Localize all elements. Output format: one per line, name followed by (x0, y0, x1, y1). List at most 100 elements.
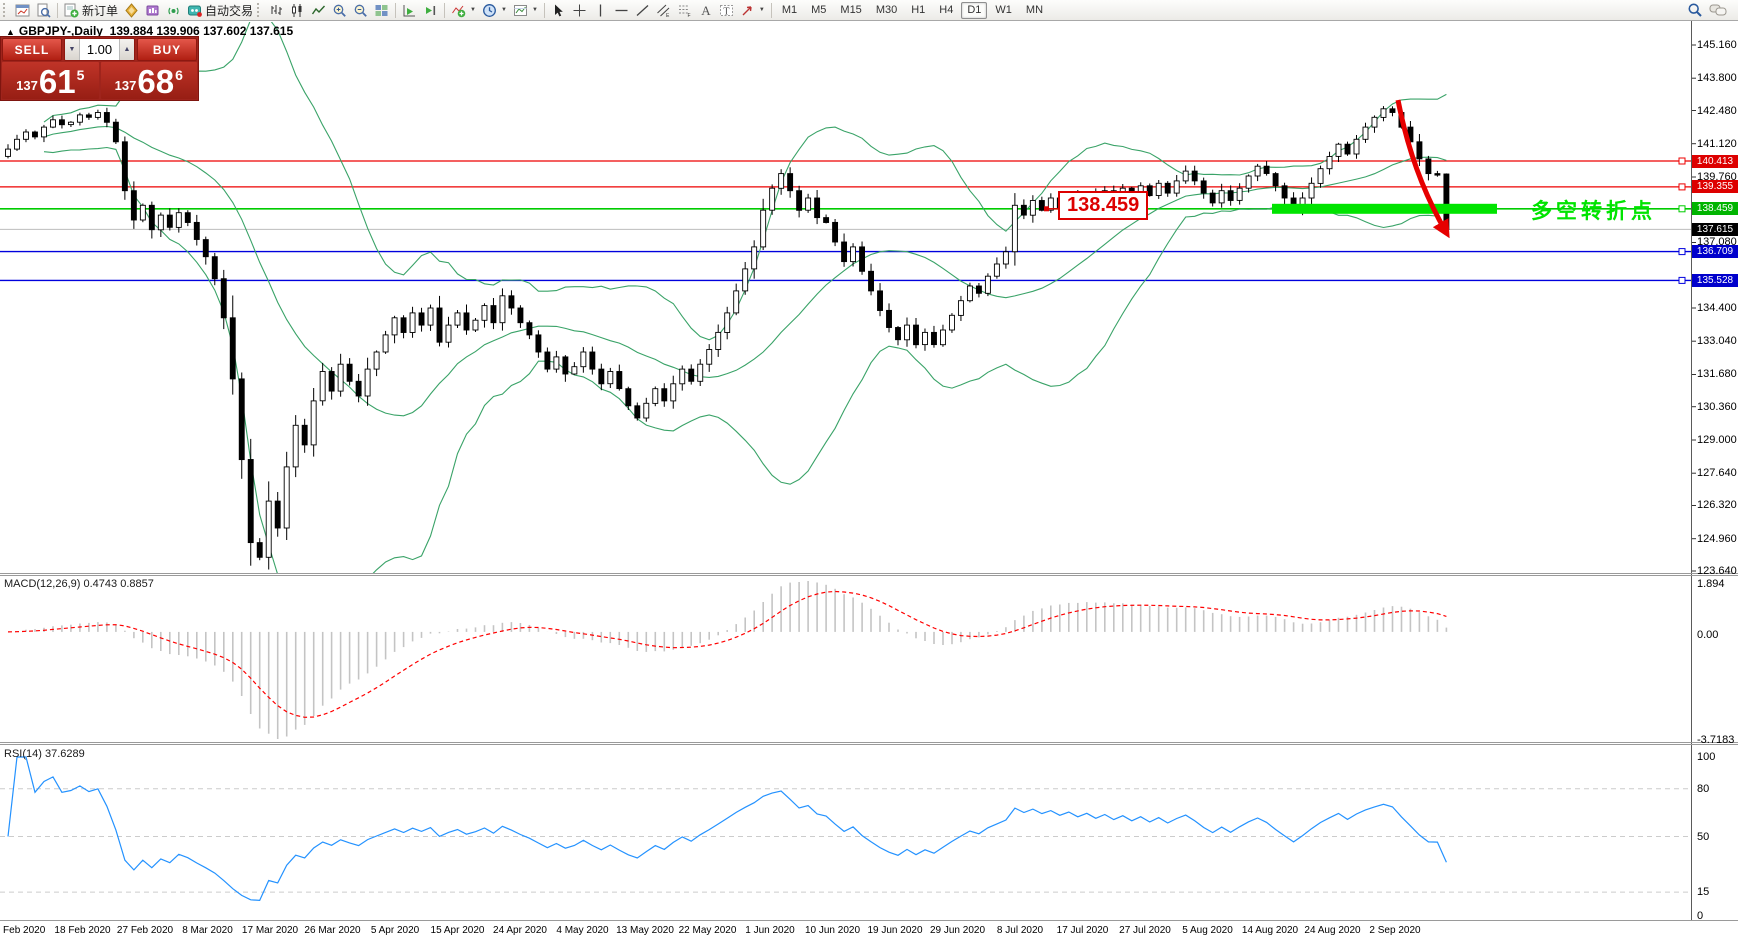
timeframe-h1[interactable]: H1 (905, 2, 931, 19)
price-tick-label: 145.160 (1697, 39, 1737, 51)
timeframe-m15[interactable]: M15 (834, 2, 867, 19)
periods-button[interactable]: ▼ (479, 1, 510, 20)
new-order-label: 新订单 (82, 3, 119, 18)
crosshair-icon (573, 4, 586, 16)
rsi-tick-label: 0 (1697, 910, 1704, 922)
zoom-out-icon (354, 4, 367, 17)
data-window-button[interactable] (142, 1, 163, 20)
tile-windows-button[interactable] (371, 1, 392, 20)
chat-icon (1709, 4, 1727, 15)
candlestick-chart-button[interactable] (287, 1, 308, 20)
candlestick-chart-icon (292, 3, 302, 17)
macd-main-value: 0.4743 (83, 578, 118, 590)
indicators-button[interactable]: ▼ (448, 1, 479, 20)
rsi-tick-label: 80 (1697, 782, 1710, 795)
panel-separator (0, 744, 1738, 745)
date-tick-label: 1 Jun 2020 (745, 925, 795, 936)
templates-button[interactable]: ▼ (510, 1, 541, 20)
periods-clock-icon (483, 3, 496, 17)
horizontal-line-tool-button[interactable] (611, 1, 632, 20)
signals-button[interactable] (163, 1, 184, 20)
price-tick-label: 143.800 (1697, 72, 1737, 85)
chart-ohlc-values: 139.884 139.906 137.602 137.615 (109, 24, 294, 38)
navigator-button[interactable] (121, 1, 142, 20)
timeframe-w1[interactable]: W1 (989, 2, 1018, 19)
date-tick-label: 8 Jul 2020 (996, 925, 1044, 936)
date-axis-border (0, 920, 1738, 921)
zoom-in-button[interactable] (329, 1, 350, 20)
price-tag: 139.355 (1692, 180, 1738, 194)
chart-window-icon-button[interactable] (12, 1, 33, 20)
trendline-icon (636, 4, 649, 16)
svg-text:A: A (701, 3, 711, 18)
trendline-tool-button[interactable] (632, 1, 653, 20)
panel-separator (0, 575, 1738, 576)
date-tick-label: 19 Jun 2020 (867, 925, 923, 936)
macd-tick-label: 1.894 (1697, 578, 1725, 590)
bar-chart-icon (271, 4, 283, 15)
panel-separator[interactable] (0, 573, 1738, 574)
buy-button[interactable]: BUY (137, 38, 197, 61)
chart-window-icon (15, 4, 30, 16)
date-tick-label: 27 Jul 2020 (1119, 925, 1171, 936)
timeframe-toolbar: M1 M5 M15 M30 H1 H4 D1 W1 MN (775, 1, 1050, 19)
timeframe-m5[interactable]: M5 (805, 2, 832, 19)
date-tick-label: 14 Aug 2020 (1241, 925, 1299, 936)
cursor-tool-button[interactable] (548, 1, 569, 20)
timeframe-h4[interactable]: H4 (933, 2, 959, 19)
volume-decrease-button[interactable]: ▼ (65, 39, 80, 60)
timeframe-m30[interactable]: M30 (870, 2, 903, 19)
bar-chart-button[interactable] (266, 1, 287, 20)
cursor-icon (554, 4, 563, 16)
chevron-down-icon: ▼ (531, 7, 538, 13)
buy-price[interactable]: 137 68 6 (100, 62, 197, 99)
timeframe-mn[interactable]: MN (1020, 2, 1049, 19)
horizontal-line-icon (615, 9, 628, 11)
rsi-tick-label: 15 (1697, 886, 1710, 899)
chart-shift-button[interactable] (420, 1, 441, 20)
chevron-down-icon: ▼ (470, 7, 476, 13)
print-preview-button[interactable] (33, 1, 54, 20)
volume-input[interactable] (80, 39, 119, 60)
crosshair-tool-button[interactable] (569, 1, 590, 20)
sell-price[interactable]: 137 61 5 (2, 62, 99, 99)
price-tick-label: 123.640 (1697, 564, 1737, 577)
equidistant-channel-tool-button[interactable]: E (653, 1, 674, 20)
chat-button[interactable] (1706, 1, 1730, 20)
navigator-icon (125, 2, 138, 18)
rsi-value: 37.6289 (44, 748, 85, 760)
price-tick-label: 142.480 (1697, 104, 1737, 117)
toolbar-grip (3, 3, 9, 17)
volume-increase-button[interactable]: ▲ (119, 39, 134, 60)
text-label-tool-button[interactable]: T (716, 1, 737, 20)
collapse-arrow-icon[interactable]: ▲ (6, 27, 15, 37)
panel-separator[interactable] (0, 742, 1738, 743)
turning-point-annotation[interactable]: 多空转折点 (1531, 200, 1656, 223)
timeframe-m1[interactable]: M1 (776, 2, 803, 19)
arrows-tool-button[interactable]: ▼ (737, 1, 768, 20)
chart-symbol-title: GBPJPY-,Daily (18, 24, 103, 38)
zoom-out-button[interactable] (350, 1, 371, 20)
date-tick-label: 22 May 2020 (678, 925, 737, 936)
toolbar-separator (444, 2, 446, 18)
auto-trading-button[interactable]: 自动交易 (184, 1, 256, 20)
price-tick-label: 124.960 (1697, 532, 1737, 545)
price-tag: 136.709 (1692, 245, 1738, 259)
vertical-line-tool-button[interactable] (590, 1, 611, 20)
timeframe-d1[interactable]: D1 (961, 1, 988, 19)
text-tool-button[interactable]: A (695, 1, 716, 20)
new-order-button[interactable]: 新订单 (61, 1, 121, 20)
down-arrow-icon: ▼ (68, 46, 76, 53)
fibonacci-tool-button[interactable]: F (674, 1, 695, 20)
sell-price-main: 61 (38, 63, 76, 100)
auto-scroll-button[interactable] (399, 1, 420, 20)
sell-button[interactable]: SELL (2, 38, 62, 61)
date-tick-label: 4 May 2020 (556, 925, 609, 936)
auto-trading-label: 自动交易 (205, 3, 254, 18)
date-tick-label: 29 Jun 2020 (929, 925, 986, 936)
line-chart-button[interactable] (308, 1, 329, 20)
price-annotation-label[interactable]: 138.459 (1058, 191, 1149, 220)
price-tick-label: 141.120 (1697, 137, 1737, 150)
search-button[interactable] (1684, 1, 1706, 20)
